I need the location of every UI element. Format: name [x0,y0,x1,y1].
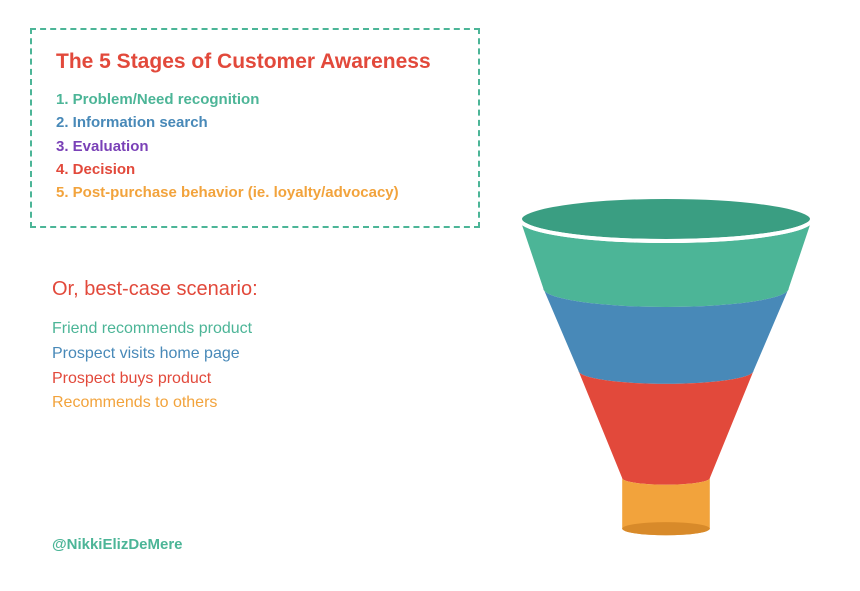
attribution: @NikkiElizDeMere [52,536,183,553]
stage-item-1: 1. Problem/Need recognition [56,88,454,111]
stage-item-3: 3. Evaluation [56,135,454,158]
scenario-block: Or, best-case scenario: Friend recommend… [52,278,258,416]
stage-item-2: 2. Information search [56,111,454,134]
stages-title: The 5 Stages of Customer Awareness [56,50,454,74]
scenario-item-4: Recommends to others [52,391,258,416]
stage-item-5: 5. Post-purchase behavior (ie. loyalty/a… [56,181,454,204]
stages-box: The 5 Stages of Customer Awareness 1. Pr… [30,28,480,228]
scenario-title: Or, best-case scenario: [52,278,258,301]
scenario-item-2: Prospect visits home page [52,342,258,367]
scenario-item-3: Prospect buys product [52,367,258,392]
scenario-item-1: Friend recommends product [52,317,258,342]
funnel-chart [520,195,812,545]
stage-item-4: 4. Decision [56,158,454,181]
